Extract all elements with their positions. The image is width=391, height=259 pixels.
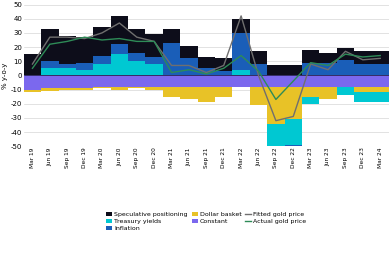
Bar	[111, 75, 128, 87]
Bar	[197, 57, 215, 68]
Bar	[285, 66, 302, 75]
Bar	[302, 75, 319, 87]
Bar	[371, 64, 389, 75]
Bar	[232, 19, 250, 33]
Bar	[215, 71, 232, 75]
Bar	[302, 50, 319, 63]
Bar	[59, 68, 76, 75]
Bar	[267, 155, 285, 160]
Bar	[250, 64, 267, 75]
Bar	[302, 87, 319, 97]
Bar	[250, 51, 267, 64]
Bar	[145, 64, 163, 75]
Bar	[24, 54, 41, 75]
Bar	[232, 70, 250, 75]
Bar	[232, 75, 250, 87]
Bar	[163, 29, 180, 43]
Bar	[76, 63, 93, 70]
Bar	[128, 53, 145, 61]
Bar	[128, 87, 145, 88]
Bar	[354, 87, 371, 92]
Bar	[93, 75, 111, 87]
Bar	[163, 75, 180, 87]
Bar	[215, 58, 232, 71]
Bar	[267, 87, 285, 124]
Bar	[319, 75, 337, 87]
Bar	[337, 48, 354, 60]
Bar	[250, 75, 267, 87]
Bar	[180, 75, 197, 87]
Bar	[111, 16, 128, 44]
Bar	[76, 88, 93, 90]
Bar	[111, 54, 128, 75]
Bar	[354, 51, 371, 64]
Bar	[215, 87, 232, 97]
Bar	[111, 44, 128, 54]
Bar	[76, 70, 93, 75]
Bar	[197, 68, 215, 75]
Bar	[267, 124, 285, 155]
Bar	[371, 51, 389, 64]
Bar	[59, 36, 76, 64]
Bar	[267, 66, 285, 75]
Bar	[111, 87, 128, 90]
Bar	[354, 75, 371, 87]
Bar	[59, 75, 76, 88]
Bar	[285, 87, 302, 119]
Bar	[41, 75, 59, 88]
Bar	[354, 64, 371, 75]
Bar	[145, 87, 163, 90]
Bar	[93, 87, 111, 88]
Bar	[41, 68, 59, 75]
Bar	[302, 63, 319, 75]
Bar	[319, 87, 337, 99]
Bar	[215, 75, 232, 87]
Bar	[93, 27, 111, 55]
Bar	[250, 87, 267, 105]
Bar	[163, 43, 180, 75]
Bar	[354, 92, 371, 102]
Bar	[41, 29, 59, 61]
Bar	[76, 75, 93, 88]
Bar	[371, 87, 389, 92]
Bar	[93, 64, 111, 75]
Bar	[197, 75, 215, 87]
Bar	[285, 145, 302, 156]
Bar	[285, 75, 302, 87]
Bar	[180, 46, 197, 58]
Bar	[285, 119, 302, 145]
Bar	[76, 37, 93, 63]
Y-axis label: % y-o-y: % y-o-y	[2, 62, 8, 89]
Bar	[145, 34, 163, 57]
Bar	[180, 58, 197, 75]
Bar	[93, 55, 111, 64]
Bar	[128, 61, 145, 75]
Bar	[319, 63, 337, 75]
Bar	[197, 87, 215, 102]
Bar	[337, 87, 354, 95]
Bar	[371, 92, 389, 102]
Bar	[41, 88, 59, 91]
Bar	[128, 75, 145, 87]
Bar	[59, 88, 76, 90]
Bar	[128, 29, 145, 53]
Bar	[319, 53, 337, 63]
Bar	[163, 87, 180, 97]
Legend: Speculative positioning, Treasury yields, Inflation, Dollar basket, Constant, Fi: Speculative positioning, Treasury yields…	[106, 212, 307, 232]
Bar	[180, 87, 197, 99]
Bar	[59, 64, 76, 68]
Bar	[337, 60, 354, 75]
Bar	[302, 97, 319, 104]
Bar	[232, 33, 250, 70]
Bar	[24, 75, 41, 90]
Bar	[145, 57, 163, 64]
Bar	[41, 61, 59, 68]
Bar	[267, 75, 285, 87]
Bar	[337, 75, 354, 87]
Bar	[371, 75, 389, 87]
Bar	[24, 90, 41, 92]
Bar	[145, 75, 163, 87]
